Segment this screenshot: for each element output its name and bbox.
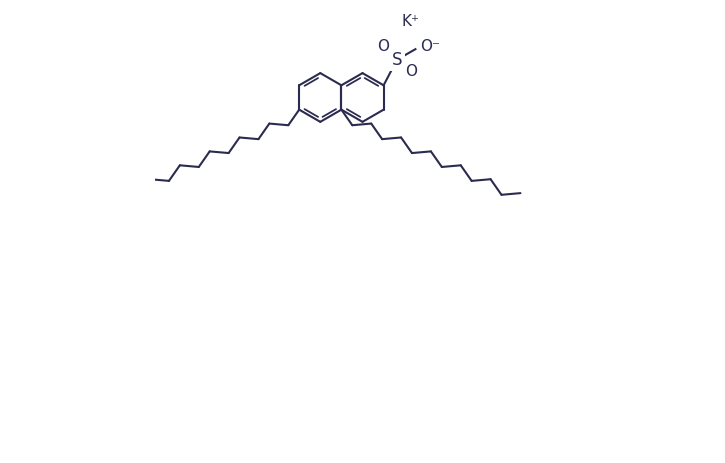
Text: O⁻: O⁻	[420, 39, 440, 54]
Text: O: O	[405, 64, 417, 80]
Text: O: O	[377, 39, 389, 54]
Text: S: S	[392, 51, 402, 69]
Text: K⁺: K⁺	[402, 14, 419, 30]
